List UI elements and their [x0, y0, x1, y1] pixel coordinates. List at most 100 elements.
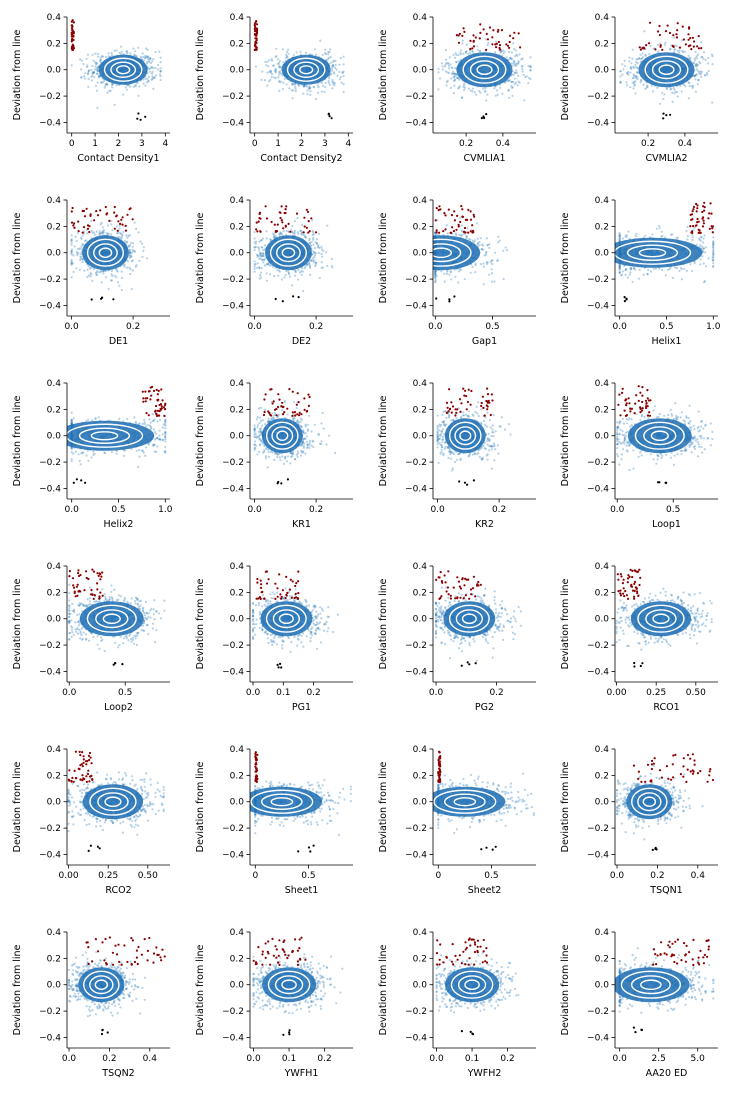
data-point: [96, 106, 99, 109]
data-point: [70, 261, 73, 265]
data-point: [522, 73, 525, 76]
data-point: [115, 49, 118, 52]
data-point: [151, 75, 154, 78]
data-point: [697, 79, 700, 82]
data-point: [313, 259, 316, 262]
outlier-point: [285, 205, 288, 208]
data-point: [674, 90, 677, 93]
outlier-point: [675, 33, 678, 36]
data-point: [465, 50, 468, 53]
data-point: [317, 84, 320, 87]
data-point: [96, 271, 99, 274]
data-point: [332, 59, 335, 62]
data-point: [695, 65, 698, 68]
y-axis-label: Deviation from line: [560, 29, 571, 120]
data-point: [699, 70, 702, 73]
data-point: [622, 68, 625, 71]
data-point: [110, 279, 113, 282]
data-point: [260, 239, 263, 242]
data-point: [75, 239, 78, 243]
data-point: [100, 81, 103, 84]
data-point: [79, 258, 82, 261]
outlier-point: [280, 219, 283, 222]
data-point: [333, 82, 337, 85]
data-point: [142, 82, 145, 85]
data-point: [707, 69, 710, 73]
data-point: [91, 53, 94, 56]
data-point: [266, 84, 269, 87]
data-point: [510, 62, 513, 65]
data-point: [70, 64, 73, 67]
data-point: [121, 235, 124, 238]
density-core: [456, 52, 513, 88]
data-point: [623, 59, 626, 63]
outlier-point: [116, 229, 119, 232]
data-point: [453, 268, 456, 271]
data-point: [87, 69, 90, 72]
data-point: [321, 84, 324, 87]
data-point: [285, 50, 289, 54]
data-point: [490, 268, 493, 271]
data-point: [148, 59, 151, 62]
data-point: [80, 68, 83, 71]
data-point: [315, 53, 318, 56]
data-point: [274, 76, 277, 79]
data-point: [687, 54, 690, 58]
data-point: [502, 52, 505, 55]
density-core: [265, 235, 312, 271]
data-point: [631, 57, 634, 60]
data-point: [707, 62, 710, 65]
data-point: [296, 231, 299, 234]
data-point: [120, 270, 123, 273]
y-tick-label: −0.4: [39, 118, 61, 128]
data-point: [146, 77, 149, 80]
data-point: [434, 272, 437, 275]
data-point: [471, 87, 474, 90]
data-point: [465, 237, 468, 240]
outlier-point: [662, 117, 665, 120]
density-core: [638, 52, 695, 88]
data-point: [255, 240, 258, 243]
data-point: [512, 73, 515, 76]
data-point: [311, 253, 314, 256]
data-point: [294, 87, 297, 90]
data-point: [268, 80, 271, 83]
data-point: [291, 284, 294, 287]
outlier-point: [491, 43, 494, 46]
data-point: [95, 63, 98, 66]
data-point: [509, 57, 513, 60]
data-point: [316, 238, 319, 241]
data-point: [92, 267, 95, 271]
data-point: [508, 78, 511, 81]
data-point: [258, 257, 261, 260]
outlier-point: [283, 211, 286, 215]
data-point: [434, 276, 437, 279]
data-point: [463, 88, 466, 92]
data-point: [511, 86, 514, 89]
data-point: [469, 271, 472, 274]
outlier-point: [292, 295, 295, 298]
data-point: [440, 62, 443, 65]
data-point: [512, 42, 515, 45]
data-point: [445, 272, 449, 275]
data-point: [694, 73, 697, 77]
data-point: [128, 250, 132, 253]
data-point: [711, 63, 714, 66]
data-point: [158, 73, 162, 76]
data-point: [455, 76, 459, 79]
data-point: [300, 273, 303, 276]
data-point: [265, 279, 268, 282]
data-point: [342, 70, 345, 73]
data-point: [253, 263, 256, 266]
data-point: [275, 69, 278, 72]
data-point: [98, 230, 101, 233]
data-point: [134, 84, 137, 87]
outlier-point: [461, 34, 464, 37]
outlier-point: [662, 112, 665, 115]
data-point: [139, 55, 143, 59]
data-point: [693, 74, 696, 77]
data-point: [471, 49, 474, 53]
data-point: [434, 269, 437, 273]
data-point: [111, 274, 114, 278]
data-point: [281, 88, 285, 91]
